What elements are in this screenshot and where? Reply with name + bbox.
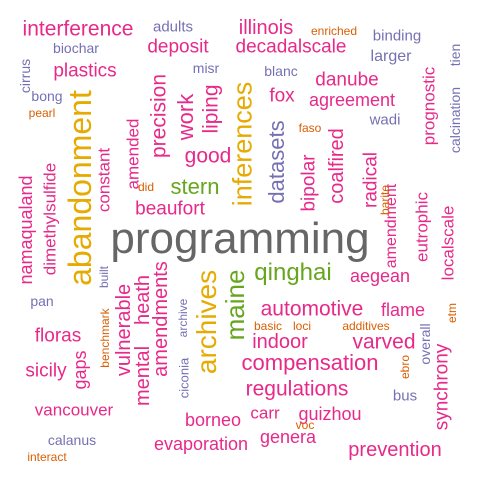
word-loci: loci: [293, 320, 311, 332]
word-heath: heath: [133, 275, 153, 325]
word-bus: bus: [393, 389, 417, 404]
word-decadalscale: decadalscale: [236, 38, 347, 57]
word-amendments: amendments: [151, 261, 171, 377]
word-tien: tien: [448, 44, 462, 67]
word-indoor: indoor: [252, 332, 308, 352]
word-evaporation: evaporation: [154, 435, 248, 453]
word-beaufort: beaufort: [135, 200, 205, 219]
word-adults: adults: [153, 20, 193, 35]
word-liping: liping: [201, 84, 222, 133]
word-mental: mental: [133, 346, 153, 406]
word-coalfired: coalfired: [327, 128, 347, 204]
word-prognostic: prognostic: [421, 67, 438, 145]
word-eutrophic: eutrophic: [414, 192, 431, 262]
word-ebro: ebro: [399, 355, 411, 379]
word-overall: overall: [418, 323, 432, 364]
word-benchmark: benchmark: [99, 308, 111, 367]
word-did: did: [138, 181, 154, 193]
word-precision: precision: [149, 74, 170, 158]
word-gaps: gaps: [71, 350, 89, 389]
word-etm: etm: [446, 303, 458, 323]
word-inferences: inferences: [230, 82, 257, 207]
word-prevention: prevention: [348, 440, 441, 460]
word-compensation: compensation: [242, 352, 379, 374]
word-ciconia: ciconia: [178, 358, 191, 398]
word-plastics: plastics: [53, 62, 116, 81]
word-good: good: [185, 146, 232, 167]
word-borneo: borneo: [185, 411, 241, 429]
word-aegean: aegean: [350, 267, 410, 285]
word-calanus: calanus: [48, 433, 96, 447]
word-work: work: [175, 94, 197, 140]
word-vancouver: vancouver: [35, 402, 113, 419]
word-basic: basic: [254, 320, 282, 332]
word-namaqualand: namaqualand: [17, 175, 35, 284]
word-pearl: pearl: [29, 107, 56, 119]
word-carr: carr: [250, 405, 279, 422]
word-barite: barite: [379, 185, 391, 215]
word-calcination: calcination: [448, 87, 462, 153]
word-archives: archives: [193, 270, 221, 374]
word-fox: fox: [269, 87, 294, 106]
word-flame: flame: [381, 301, 425, 319]
word-interference: interference: [23, 19, 134, 40]
word-voc: voc: [296, 419, 315, 431]
word-misr: misr: [193, 61, 219, 75]
word-cirrus: cirrus: [18, 59, 32, 93]
word-qinghai: qinghai: [254, 261, 331, 285]
word-synchrony: synchrony: [433, 344, 452, 431]
word-danube: danube: [315, 71, 378, 90]
word-programming: programming: [110, 217, 369, 261]
word-automotive: automotive: [261, 299, 364, 320]
word-pan: pan: [30, 294, 53, 308]
word-bipolar: bipolar: [300, 154, 319, 211]
word-built: built: [98, 266, 110, 288]
word-varved: varved: [352, 332, 415, 353]
word-faso: faso: [299, 122, 322, 134]
word-biochar: biochar: [53, 41, 99, 55]
word-illinois: illinois: [239, 18, 293, 38]
word-localscale: localscale: [440, 206, 457, 281]
word-binding: binding: [373, 29, 421, 44]
word-datasets: datasets: [266, 120, 288, 203]
word-regulations: regulations: [246, 379, 349, 400]
word-dimethylsulfide: dimethylsulfide: [42, 163, 59, 275]
word-blanc: blanc: [264, 64, 297, 78]
word-additives: additives: [342, 320, 389, 332]
word-deposit: deposit: [147, 38, 208, 57]
word-maine: maine: [222, 270, 248, 341]
word-bong: bong: [31, 89, 62, 103]
word-abandonment: abandonment: [64, 90, 96, 286]
word-stern: stern: [171, 176, 220, 198]
word-amended: amended: [125, 119, 142, 190]
word-floras: floras: [35, 327, 81, 346]
word-sicily: sicily: [25, 362, 66, 381]
word-wadi: wadi: [370, 113, 401, 128]
word-vulnerable: vulnerable: [114, 284, 134, 376]
word-enriched: enriched: [311, 25, 357, 37]
word-interact: interact: [27, 451, 66, 463]
word-larger: larger: [371, 49, 412, 65]
word-constant: constant: [96, 148, 113, 212]
word-agreement: agreement: [309, 91, 395, 109]
word-archive: archive: [177, 299, 189, 338]
